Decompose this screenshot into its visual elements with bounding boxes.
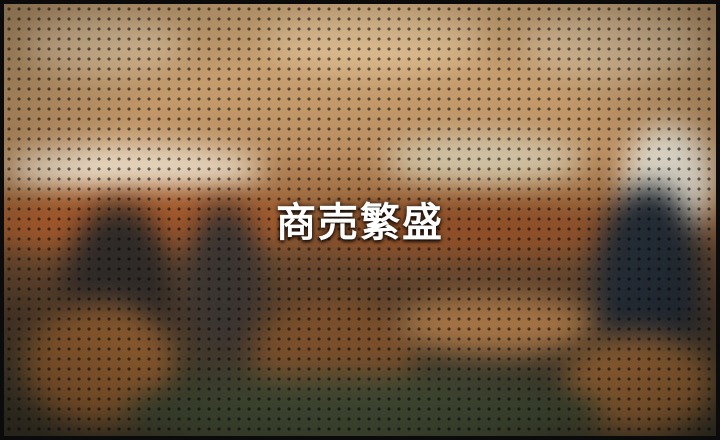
blurred-cafe-photo bbox=[4, 4, 716, 436]
vignette-overlay bbox=[4, 4, 716, 436]
headline-text: 商売繁盛 bbox=[276, 200, 444, 246]
halftone-dot-overlay bbox=[4, 4, 716, 436]
